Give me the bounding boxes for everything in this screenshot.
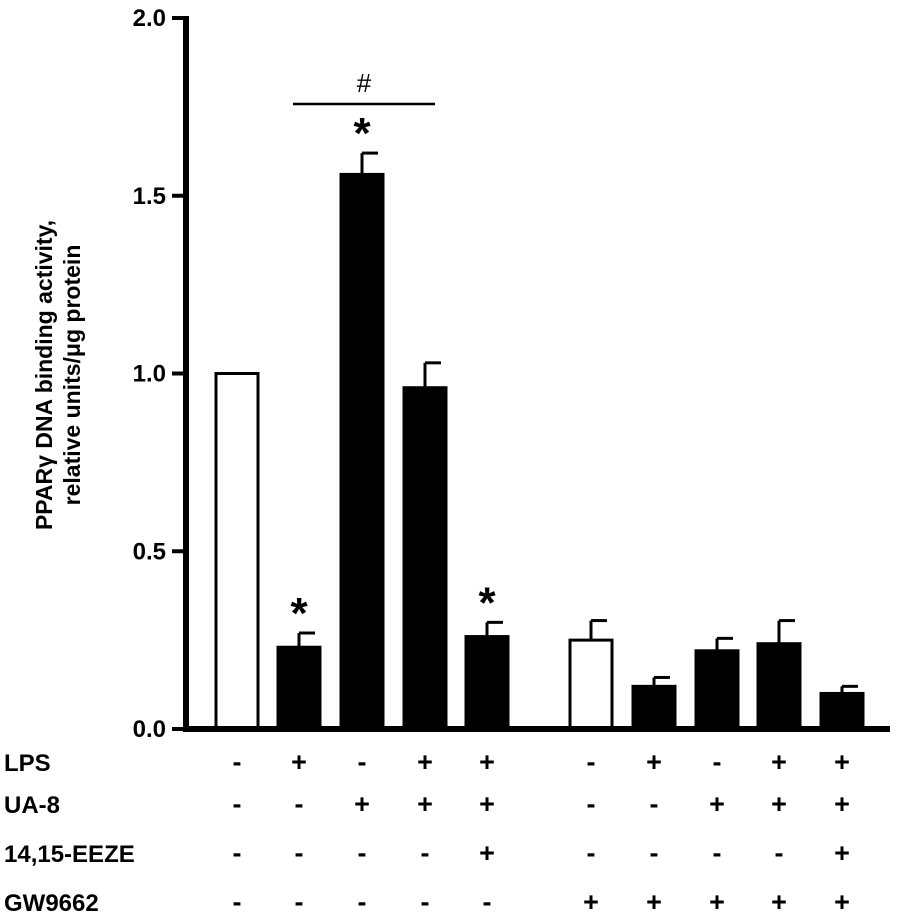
treatment-sign-4-7: +: [646, 887, 662, 917]
treatment-label-4: GW9662: [4, 890, 99, 917]
treatment-sign-1-3: -: [358, 747, 367, 777]
treatment-sign-2-5: +: [479, 789, 495, 819]
treatment-sign-3-10: +: [834, 838, 850, 868]
significance-marker-5: *: [478, 578, 496, 627]
treatment-sign-4-5: -: [483, 887, 492, 917]
treatment-sign-2-2: -: [295, 789, 304, 819]
treatment-sign-1-9: +: [771, 747, 787, 777]
treatment-sign-3-2: -: [295, 838, 304, 868]
treatment-sign-3-5: +: [479, 838, 495, 868]
bar-6: [568, 638, 614, 731]
treatment-sign-2-8: +: [709, 789, 725, 819]
treatment-sign-2-6: -: [587, 789, 596, 819]
treatment-sign-3-8: -: [713, 838, 722, 868]
treatment-label-3: 14,15-EEZE: [4, 841, 135, 868]
treatment-sign-1-2: +: [291, 747, 307, 777]
y-axis-label: PPARγ DNA binding activity, relative uni…: [31, 220, 85, 530]
treatment-sign-1-1: -: [233, 747, 242, 777]
treatment-sign-2-4: +: [417, 789, 433, 819]
treatment-sign-2-7: -: [650, 789, 659, 819]
treatment-sign-4-3: -: [358, 887, 367, 917]
bar-5: [464, 635, 510, 731]
treatment-sign-4-1: -: [233, 887, 242, 917]
treatment-sign-3-7: -: [650, 838, 659, 868]
treatment-sign-2-9: +: [771, 789, 787, 819]
treatment-sign-3-9: -: [775, 838, 784, 868]
bar-7: [631, 684, 677, 731]
treatment-sign-2-1: -: [233, 789, 242, 819]
bar-4: [402, 386, 448, 731]
y-tick-label-1: 0.0: [133, 716, 166, 743]
treatment-label-1: LPS: [4, 750, 51, 777]
bar-2: [276, 645, 322, 731]
y-tick-label-3: 1.0: [133, 361, 166, 388]
treatment-sign-1-7: +: [646, 747, 662, 777]
comparison-marker: #: [357, 68, 372, 98]
treatment-sign-4-6: +: [583, 887, 599, 917]
treatment-sign-4-8: +: [709, 887, 725, 917]
treatment-sign-2-10: +: [834, 789, 850, 819]
treatment-sign-2-3: +: [354, 789, 370, 819]
treatment-label-2: UA-8: [4, 792, 60, 819]
treatment-sign-3-1: -: [233, 838, 242, 868]
y-tick-label-4: 1.5: [133, 183, 166, 210]
bar-9: [756, 642, 802, 731]
treatment-sign-4-9: +: [771, 887, 787, 917]
y-tick-label-5: 2.0: [133, 5, 166, 32]
treatment-sign-1-4: +: [417, 747, 433, 777]
bar-10: [819, 691, 865, 731]
treatment-sign-1-10: +: [834, 747, 850, 777]
y-tick-label-2: 0.5: [133, 538, 166, 565]
treatment-sign-1-8: -: [713, 747, 722, 777]
treatment-sign-4-2: -: [295, 887, 304, 917]
bar-8: [694, 649, 740, 731]
treatment-sign-3-3: -: [358, 838, 367, 868]
significance-marker-2: *: [290, 589, 308, 638]
bar-1: [214, 372, 260, 731]
treatment-sign-3-6: -: [587, 838, 596, 868]
treatment-sign-4-4: -: [421, 887, 430, 917]
y-axis-label-line2: relative units/μg protein: [59, 245, 85, 506]
treatment-sign-1-6: -: [587, 747, 596, 777]
treatment-sign-4-10: +: [834, 887, 850, 917]
treatment-sign-3-4: -: [421, 838, 430, 868]
treatment-sign-1-5: +: [479, 747, 495, 777]
significance-marker-3: *: [353, 109, 371, 158]
y-axis-label-line1: PPARγ DNA binding activity,: [31, 220, 57, 530]
bar-3: [339, 172, 385, 731]
